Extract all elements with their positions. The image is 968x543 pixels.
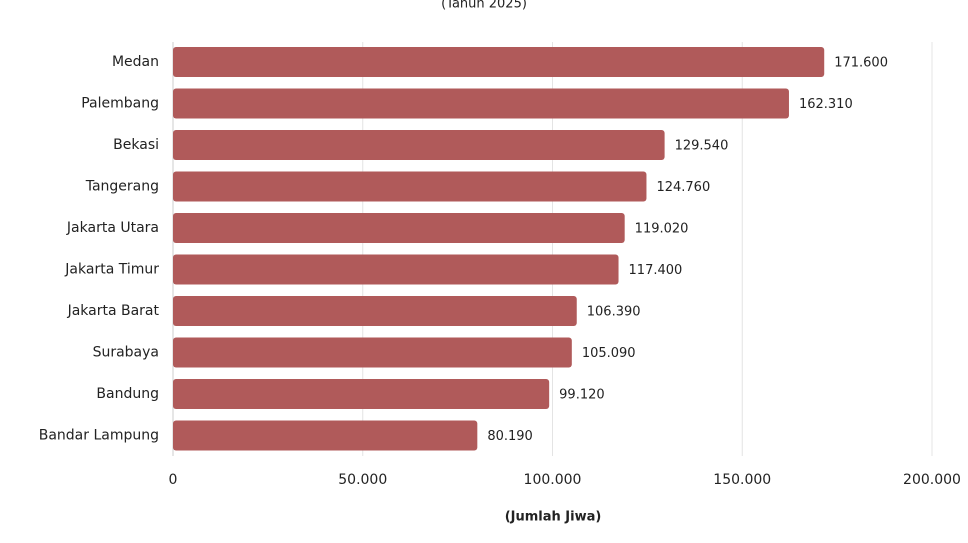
- y-tick-label: Bekasi: [113, 137, 159, 153]
- y-tick-label: Jakarta Barat: [67, 303, 160, 319]
- bar: [173, 296, 577, 326]
- bar: [173, 420, 478, 451]
- value-label: 119.020: [635, 222, 689, 237]
- bar: [173, 130, 665, 160]
- x-tick-label: 200.000: [903, 472, 961, 488]
- y-tick-label: Jakarta Utara: [66, 220, 159, 236]
- bar: [173, 213, 625, 243]
- value-label: 106.390: [587, 305, 641, 320]
- y-tick-label: Medan: [112, 54, 159, 70]
- x-tick-label: 100.000: [524, 472, 582, 488]
- y-tick-label: Tangerang: [85, 179, 159, 195]
- value-label: 117.400: [629, 263, 683, 278]
- value-label: 171.600: [834, 56, 888, 71]
- x-axis-label: (Jumlah Jiwa): [505, 510, 602, 525]
- y-tick-label: Surabaya: [93, 345, 159, 361]
- x-tick-label: 150.000: [713, 472, 771, 488]
- y-tick-label: Palembang: [81, 96, 159, 112]
- y-tick-label: Bandung: [96, 386, 159, 402]
- value-label: 129.540: [675, 139, 729, 154]
- bar: [173, 88, 789, 119]
- bar: [173, 47, 825, 77]
- bar: [173, 337, 572, 368]
- x-tick-label: 0: [169, 472, 178, 488]
- bar: [173, 171, 647, 202]
- value-label: 80.190: [487, 429, 533, 444]
- value-label: 124.760: [656, 180, 710, 195]
- y-tick-label: Bandar Lampung: [39, 428, 159, 444]
- y-tick-label: Jakarta Timur: [64, 262, 159, 278]
- bar: [173, 379, 550, 409]
- value-label: 162.310: [799, 97, 853, 112]
- bar: [173, 254, 619, 285]
- x-tick-label: 50.000: [338, 472, 387, 488]
- chart-subtitle: (Tahun 2025): [441, 0, 527, 12]
- value-label: 99.120: [559, 388, 605, 403]
- value-label: 105.090: [582, 346, 636, 361]
